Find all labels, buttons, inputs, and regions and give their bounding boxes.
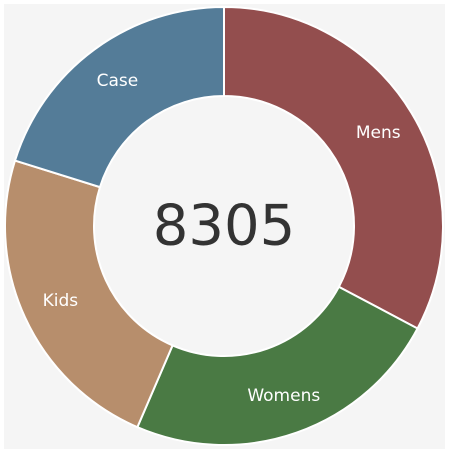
slice-case[interactable] <box>13 5 225 189</box>
slice-label-womens: Womens <box>247 386 320 406</box>
slice-mens[interactable] <box>223 5 444 330</box>
slice-label-kids: Kids <box>43 291 79 311</box>
slice-label-case: Case <box>97 71 139 91</box>
slice-label-mens: Mens <box>356 123 401 143</box>
slice-kids[interactable] <box>4 159 174 429</box>
donut-slices <box>4 5 444 446</box>
slice-labels: Mens Womens Kids Case <box>43 71 401 406</box>
center-total: 8305 <box>153 194 296 259</box>
slice-womens[interactable] <box>136 285 419 446</box>
